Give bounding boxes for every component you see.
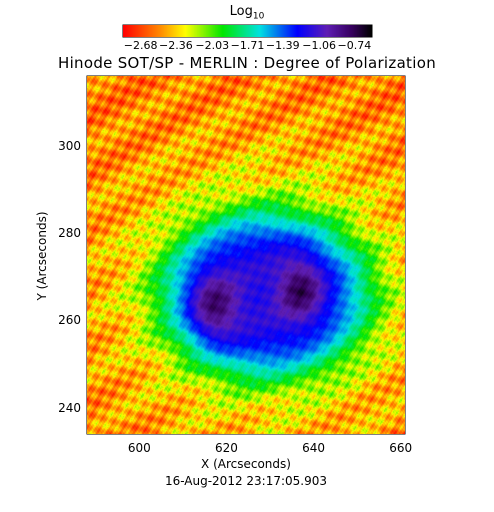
y-tick-label: 240 — [58, 400, 81, 415]
colorbar-title: Log10 — [229, 4, 265, 22]
colorbar-tick-label: −2.36 — [159, 39, 193, 52]
colorbar-tick-label: −2.03 — [195, 39, 230, 52]
polarization-map — [87, 76, 405, 434]
x-tick-label: 600 — [127, 441, 151, 455]
chart-title: Hinode SOT/SP - MERLIN : Degree of Polar… — [57, 54, 436, 72]
x-axis-label: X (Arcseconds) — [201, 457, 291, 471]
x-tick-label: 640 — [302, 441, 325, 455]
y-tick-label: 260 — [58, 313, 81, 328]
colorbar — [123, 25, 372, 37]
colorbar-tick-label: −0.74 — [337, 39, 372, 52]
observation-date: 16-Aug-2012 23:17:05.903 — [164, 474, 328, 488]
colorbar-tick-label: −1.39 — [265, 39, 300, 52]
colorbar-tick-label: −1.71 — [230, 39, 265, 52]
y-axis-label: Y (Arcseconds) — [35, 211, 49, 301]
colorbar-tick-label: −2.68 — [123, 39, 158, 52]
x-tick-label: 660 — [389, 441, 413, 455]
x-tick-label: 620 — [214, 441, 238, 455]
y-tick-label: 300 — [58, 138, 81, 153]
colorbar-tick-label: −1.06 — [302, 39, 336, 52]
y-tick-label: 280 — [58, 226, 81, 241]
